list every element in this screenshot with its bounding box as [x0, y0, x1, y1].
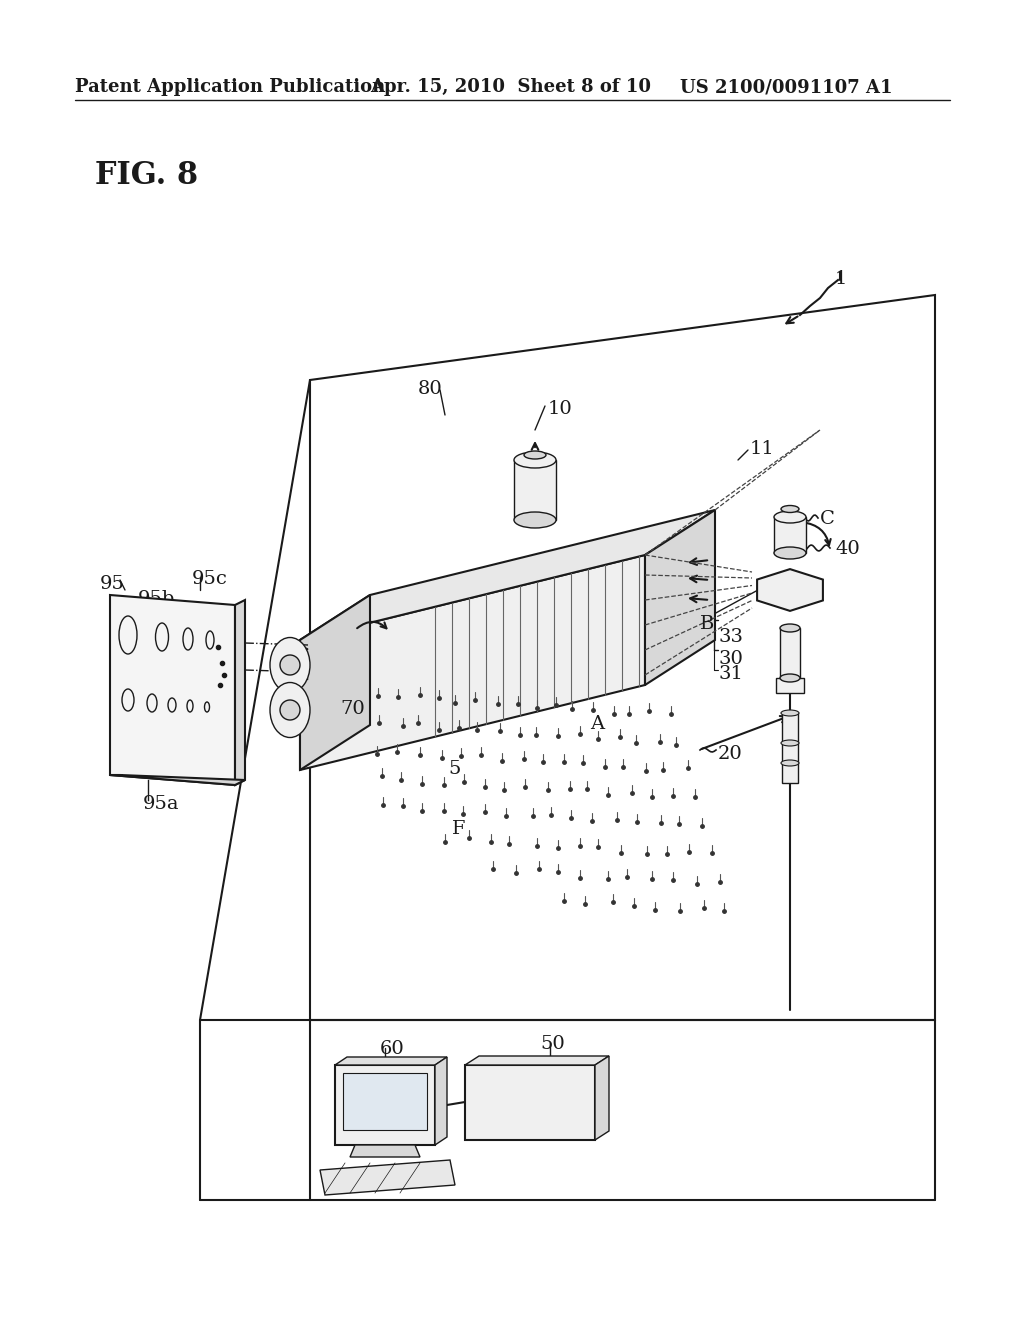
Ellipse shape [514, 512, 556, 528]
Polygon shape [110, 775, 245, 785]
Text: F: F [452, 820, 466, 838]
Polygon shape [776, 678, 804, 693]
Text: 11: 11 [750, 440, 775, 458]
Text: US 2100/0091107 A1: US 2100/0091107 A1 [680, 78, 893, 96]
Text: 30: 30 [718, 649, 742, 668]
Polygon shape [300, 510, 715, 640]
Text: 1: 1 [835, 271, 848, 288]
Polygon shape [110, 595, 234, 785]
Text: A: A [590, 715, 604, 733]
Text: 10: 10 [548, 400, 572, 418]
Polygon shape [343, 1073, 427, 1130]
Polygon shape [514, 459, 556, 520]
Polygon shape [234, 601, 245, 785]
Text: FIG. 8: FIG. 8 [95, 160, 198, 191]
Ellipse shape [781, 506, 799, 512]
Polygon shape [645, 510, 715, 685]
Text: Apr. 15, 2010  Sheet 8 of 10: Apr. 15, 2010 Sheet 8 of 10 [370, 78, 651, 96]
Polygon shape [757, 569, 823, 611]
Polygon shape [782, 713, 798, 783]
Polygon shape [595, 1056, 609, 1140]
Ellipse shape [514, 451, 556, 469]
Polygon shape [335, 1057, 447, 1065]
Ellipse shape [781, 710, 799, 715]
Polygon shape [465, 1065, 595, 1140]
Ellipse shape [270, 638, 310, 693]
Text: 5: 5 [449, 760, 461, 777]
Polygon shape [435, 1057, 447, 1144]
Polygon shape [335, 1065, 435, 1144]
Polygon shape [465, 1056, 609, 1065]
Text: 60: 60 [380, 1040, 404, 1059]
Polygon shape [774, 517, 806, 553]
Text: 95b: 95b [138, 590, 175, 609]
Ellipse shape [781, 741, 799, 746]
Polygon shape [300, 554, 645, 770]
Ellipse shape [524, 451, 546, 459]
Ellipse shape [780, 675, 800, 682]
Text: 95: 95 [100, 576, 125, 593]
Text: B: B [700, 615, 715, 634]
Ellipse shape [780, 624, 800, 632]
Text: 20: 20 [718, 744, 742, 763]
Text: 31: 31 [718, 665, 742, 682]
Text: 80: 80 [418, 380, 442, 399]
Polygon shape [319, 1160, 455, 1195]
Text: 70: 70 [340, 700, 365, 718]
Ellipse shape [270, 682, 310, 738]
Ellipse shape [280, 655, 300, 675]
Polygon shape [780, 628, 800, 678]
Text: 33: 33 [718, 628, 743, 645]
Polygon shape [300, 595, 370, 770]
Text: 95c: 95c [193, 570, 228, 587]
Ellipse shape [280, 700, 300, 719]
Text: 95a: 95a [143, 795, 179, 813]
Text: 50: 50 [540, 1035, 565, 1053]
Ellipse shape [774, 546, 806, 558]
Ellipse shape [774, 511, 806, 523]
Ellipse shape [781, 760, 799, 766]
Polygon shape [350, 1144, 420, 1158]
Text: C: C [820, 510, 835, 528]
Text: 40: 40 [835, 540, 860, 558]
Text: Patent Application Publication: Patent Application Publication [75, 78, 385, 96]
